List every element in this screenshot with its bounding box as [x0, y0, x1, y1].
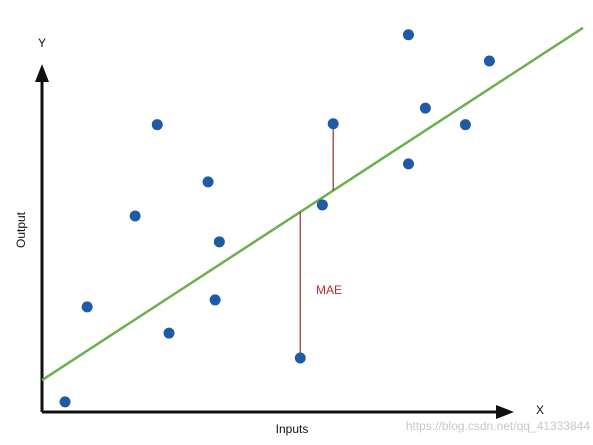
x-axis-label: Inputs — [276, 422, 309, 436]
point — [402, 158, 414, 170]
x-axis-arrow — [496, 405, 514, 419]
annotation: MAE — [316, 283, 342, 297]
point — [483, 55, 495, 67]
point — [163, 327, 175, 339]
y-axis-name: Y — [38, 36, 46, 50]
point — [316, 199, 328, 211]
point — [129, 210, 141, 222]
point — [209, 294, 221, 306]
point — [419, 102, 431, 114]
y-axis-label: Output — [14, 211, 28, 248]
point — [459, 119, 471, 131]
point — [202, 176, 214, 188]
point — [327, 118, 339, 130]
watermark: https://blog.csdn.net/qq_41333844 — [406, 419, 590, 433]
point — [59, 396, 71, 408]
fit-line — [41, 26, 584, 382]
y-axis-arrow — [35, 64, 49, 82]
point — [213, 236, 225, 248]
point — [81, 301, 93, 313]
point — [402, 29, 414, 41]
point — [151, 119, 163, 131]
point — [294, 352, 306, 364]
x-axis-name: X — [536, 403, 544, 417]
